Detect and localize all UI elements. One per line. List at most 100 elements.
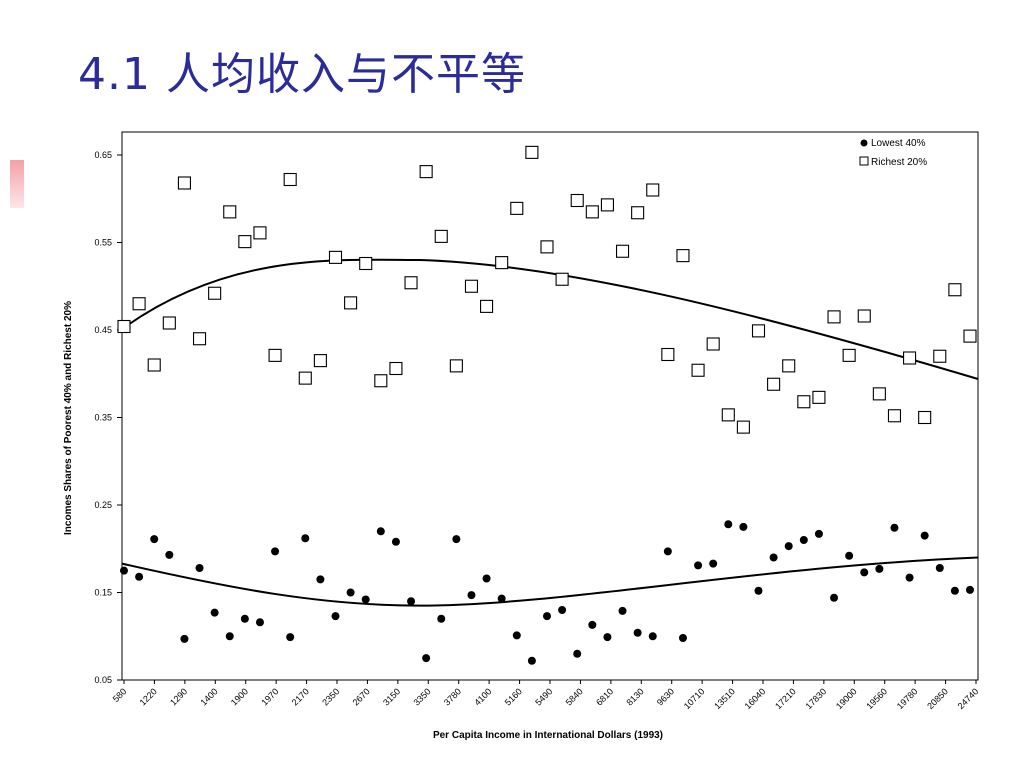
richest-20-point xyxy=(374,374,388,388)
x-tick-label: 2670 xyxy=(351,686,372,707)
lowest-40-point xyxy=(120,566,128,575)
richest-20-point xyxy=(132,297,146,311)
accent-bar xyxy=(10,160,24,208)
x-tick-label: 2350 xyxy=(320,686,341,707)
lowest-40-point xyxy=(966,585,974,594)
lowest-40-point xyxy=(512,631,521,640)
lowest-40-point xyxy=(150,535,159,544)
y-tick-label: 0.35 xyxy=(94,413,112,423)
lowest-40-point xyxy=(799,536,808,544)
richest-20-point xyxy=(555,272,569,286)
richest-20-point xyxy=(812,390,826,404)
richest-20-point xyxy=(797,395,811,409)
richest-20-point xyxy=(646,183,660,197)
richest-20-point xyxy=(344,296,358,310)
slide-title: 4.1 人均收入与不平等 xyxy=(78,49,526,100)
x-tick-label: 19000 xyxy=(834,686,859,711)
lowest-40-point xyxy=(497,594,506,603)
richest-20-point xyxy=(434,229,448,243)
lowest-40-point xyxy=(814,529,823,538)
legend-marker-richest xyxy=(859,156,869,166)
lowest-40-point xyxy=(180,634,189,643)
lowest-40-point xyxy=(316,575,325,584)
lowest-40-point xyxy=(573,649,582,658)
data-points xyxy=(117,145,977,665)
lowest-40-point xyxy=(225,632,234,641)
y-tick-label: 0.25 xyxy=(94,500,112,510)
x-tick-label: 1970 xyxy=(259,686,280,707)
richest-20-point xyxy=(721,408,735,422)
lowest-40-point xyxy=(482,574,491,583)
richest-20-point xyxy=(933,349,947,363)
y-tick-label: 0.15 xyxy=(94,588,112,598)
richest-20-point xyxy=(268,348,282,362)
legend-label-richest: Richest 20% xyxy=(871,157,927,168)
lowest-40-point xyxy=(195,564,204,572)
richest-20-point xyxy=(963,329,977,343)
richest-20-point xyxy=(872,387,886,401)
richest-20-point xyxy=(208,286,222,300)
x-tick-label: 6810 xyxy=(594,686,615,707)
x-tick-label: 10710 xyxy=(682,686,707,711)
lowest-40-point xyxy=(694,561,703,570)
lowest-40-point xyxy=(165,550,174,559)
x-axis: 580 1220 1290 1400 1900 1970 2170 2350 2670 3150 3… xyxy=(111,680,980,711)
lowest-40-point xyxy=(210,608,219,617)
richest-20-point xyxy=(253,226,267,240)
lowest-40-point xyxy=(240,614,249,623)
x-tick-label: 4100 xyxy=(472,686,493,707)
lowest-40-point xyxy=(346,588,355,597)
lowest-40-point xyxy=(890,523,899,532)
lowest-40-point xyxy=(709,559,718,568)
richest-20-point xyxy=(631,206,645,220)
lowest-40-point xyxy=(769,553,778,562)
lowest-40-trendline xyxy=(121,556,979,607)
richest-20-point xyxy=(736,420,750,434)
lowest-40-point xyxy=(422,654,431,663)
richest-20-point xyxy=(192,332,207,346)
richest-20-point xyxy=(600,198,614,212)
lowest-40-point xyxy=(558,606,567,614)
richest-20-point xyxy=(570,193,584,208)
richest-20-point xyxy=(842,348,856,362)
x-tick-label: 2170 xyxy=(290,686,311,707)
x-tick-label: 3150 xyxy=(381,686,402,707)
lowest-40-point xyxy=(603,633,612,642)
lowest-40-point xyxy=(543,612,551,621)
x-tick-label: 19560 xyxy=(864,686,889,711)
lowest-40-point xyxy=(255,618,264,627)
lowest-40-point xyxy=(875,564,884,573)
richest-20-point xyxy=(147,358,161,372)
lowest-40-point xyxy=(407,597,416,606)
richest-20-point xyxy=(495,256,509,270)
y-axis: 0.65 0.55 0.45 0.35 0.25 0.15 0.05 xyxy=(94,150,122,685)
lowest-40-point xyxy=(271,547,280,556)
lowest-40-point xyxy=(784,542,793,551)
x-tick-label: 13510 xyxy=(712,686,737,711)
richest-20-point xyxy=(238,235,252,249)
lowest-40-point xyxy=(724,520,733,529)
trendlines xyxy=(121,258,979,607)
lowest-40-point xyxy=(301,534,310,543)
richest-20-point xyxy=(751,324,766,338)
richest-20-point xyxy=(313,354,327,368)
richest-20-point xyxy=(706,337,720,351)
richest-20-point xyxy=(857,309,871,323)
x-tick-label: 17830 xyxy=(804,686,829,711)
x-tick-label: 1290 xyxy=(168,686,189,707)
lowest-40-point xyxy=(950,586,959,595)
richest-20-point xyxy=(918,410,932,425)
richest-20-point xyxy=(661,347,675,362)
richest-20-point xyxy=(117,319,131,334)
x-tick-label: 8130 xyxy=(624,686,645,707)
x-tick-label: 16040 xyxy=(743,686,768,711)
lowest-40-point xyxy=(633,628,642,637)
richest-20-point xyxy=(540,240,554,254)
richest-20-point xyxy=(525,145,539,159)
lowest-40-point xyxy=(935,564,944,572)
x-tick-label: 3350 xyxy=(411,686,432,707)
richest-20-point xyxy=(283,172,297,187)
richest-20-trendline xyxy=(121,258,979,380)
richest-20-point xyxy=(464,279,479,293)
